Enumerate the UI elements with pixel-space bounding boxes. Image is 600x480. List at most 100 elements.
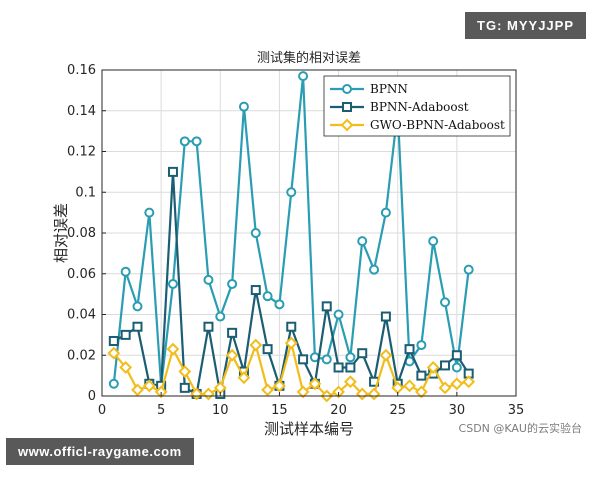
- legend-marker: [340, 118, 354, 132]
- data-point: [286, 321, 297, 332]
- x-tick-label: 20: [330, 403, 347, 418]
- website-banner: www.officl-raygame.com: [6, 438, 194, 465]
- y-tick-label: 0.04: [67, 308, 96, 323]
- y-tick-label: 0: [88, 389, 96, 404]
- data-point: [227, 278, 238, 289]
- data-point: [274, 299, 285, 310]
- tag-badge: TG: MYYJJPP: [465, 12, 586, 39]
- data-point: [132, 301, 143, 312]
- data-point: [416, 340, 427, 351]
- data-point: [107, 346, 121, 360]
- data-point: [379, 348, 393, 362]
- x-tick-label: 5: [157, 403, 165, 418]
- data-point: [227, 327, 238, 338]
- data-point: [203, 274, 214, 285]
- data-point: [132, 321, 143, 332]
- data-point: [308, 377, 322, 391]
- data-point: [333, 309, 344, 320]
- data-point: [345, 352, 356, 363]
- data-point: [154, 385, 168, 399]
- data-point: [131, 383, 144, 397]
- data-point: [142, 379, 156, 393]
- data-point: [321, 354, 332, 365]
- data-point: [284, 336, 298, 350]
- y-tick-label: 0.1: [75, 185, 96, 200]
- data-point: [262, 291, 273, 302]
- data-point: [428, 236, 439, 247]
- data-point: [119, 361, 133, 374]
- data-point: [345, 362, 356, 373]
- x-tick-label: 25: [389, 403, 406, 418]
- series-layer: [107, 71, 476, 403]
- data-point: [343, 375, 357, 389]
- y-tick-label: 0.06: [67, 267, 96, 282]
- data-point: [451, 362, 462, 373]
- data-point: [120, 329, 131, 340]
- data-point: [167, 166, 178, 177]
- data-point: [215, 311, 226, 322]
- data-point: [108, 378, 119, 389]
- axis-ticks: 0 5 10 15 20 25 30 35 0 0.02 0.04 0.06 0.08 0.1 0.12 0.…: [67, 63, 524, 418]
- data-point: [249, 338, 263, 352]
- data-point: [426, 361, 440, 374]
- data-point: [440, 297, 451, 308]
- legend-label: BPNN-Adaboost: [370, 100, 469, 114]
- data-point: [404, 344, 415, 355]
- data-point: [414, 385, 428, 399]
- data-point: [108, 335, 119, 346]
- data-point: [238, 101, 249, 112]
- data-point: [179, 136, 190, 147]
- data-point: [321, 301, 332, 312]
- legend-marker: [342, 84, 352, 94]
- data-point: [357, 236, 368, 247]
- data-point: [298, 71, 309, 82]
- data-point: [203, 321, 214, 332]
- legend-label: GWO-BPNN-Adaboost: [370, 118, 505, 132]
- data-point: [451, 350, 462, 361]
- data-point: [179, 382, 190, 393]
- csdn-watermark: CSDN @KAU的云实验台: [458, 422, 582, 435]
- data-point: [120, 266, 131, 277]
- data-point: [286, 187, 297, 198]
- x-tick-label: 35: [508, 403, 525, 418]
- data-point: [438, 381, 452, 395]
- data-point: [144, 207, 155, 218]
- data-point: [463, 264, 474, 275]
- x-tick-label: 10: [212, 403, 229, 418]
- series-gwo-bpnn-adaboost: [107, 336, 476, 403]
- data-point: [403, 379, 416, 393]
- data-point: [296, 385, 310, 399]
- data-point: [357, 348, 368, 359]
- data-point: [262, 344, 273, 355]
- chart-title: 测试集的相对误差: [257, 50, 361, 66]
- data-point: [225, 348, 239, 362]
- data-point: [333, 362, 344, 373]
- y-tick-label: 0.14: [67, 104, 96, 119]
- y-axis-label: 相对误差: [52, 203, 70, 263]
- data-point: [237, 371, 251, 385]
- y-tick-label: 0.16: [67, 63, 96, 78]
- x-tick-label: 0: [98, 403, 106, 418]
- data-point: [298, 354, 309, 365]
- data-point: [416, 370, 427, 381]
- data-point: [450, 377, 464, 391]
- y-tick-label: 0.02: [67, 348, 96, 363]
- legend-label: BPNN: [370, 82, 408, 96]
- data-point: [166, 342, 180, 356]
- data-point: [380, 207, 391, 218]
- data-point: [332, 385, 345, 399]
- x-tick-label: 30: [449, 403, 466, 418]
- y-tick-label: 0.12: [67, 145, 96, 160]
- x-tick-label: 15: [271, 403, 288, 418]
- data-point: [369, 264, 380, 275]
- legend: BPNN BPNN-Adaboost GWO-BPNN-Adaboost: [323, 75, 511, 137]
- data-point: [380, 311, 391, 322]
- data-point: [250, 285, 261, 296]
- data-point: [167, 278, 178, 289]
- data-point: [178, 365, 192, 378]
- data-point: [440, 360, 451, 371]
- y-tick-label: 0.08: [67, 226, 96, 241]
- data-point: [462, 375, 476, 389]
- data-point: [273, 379, 286, 393]
